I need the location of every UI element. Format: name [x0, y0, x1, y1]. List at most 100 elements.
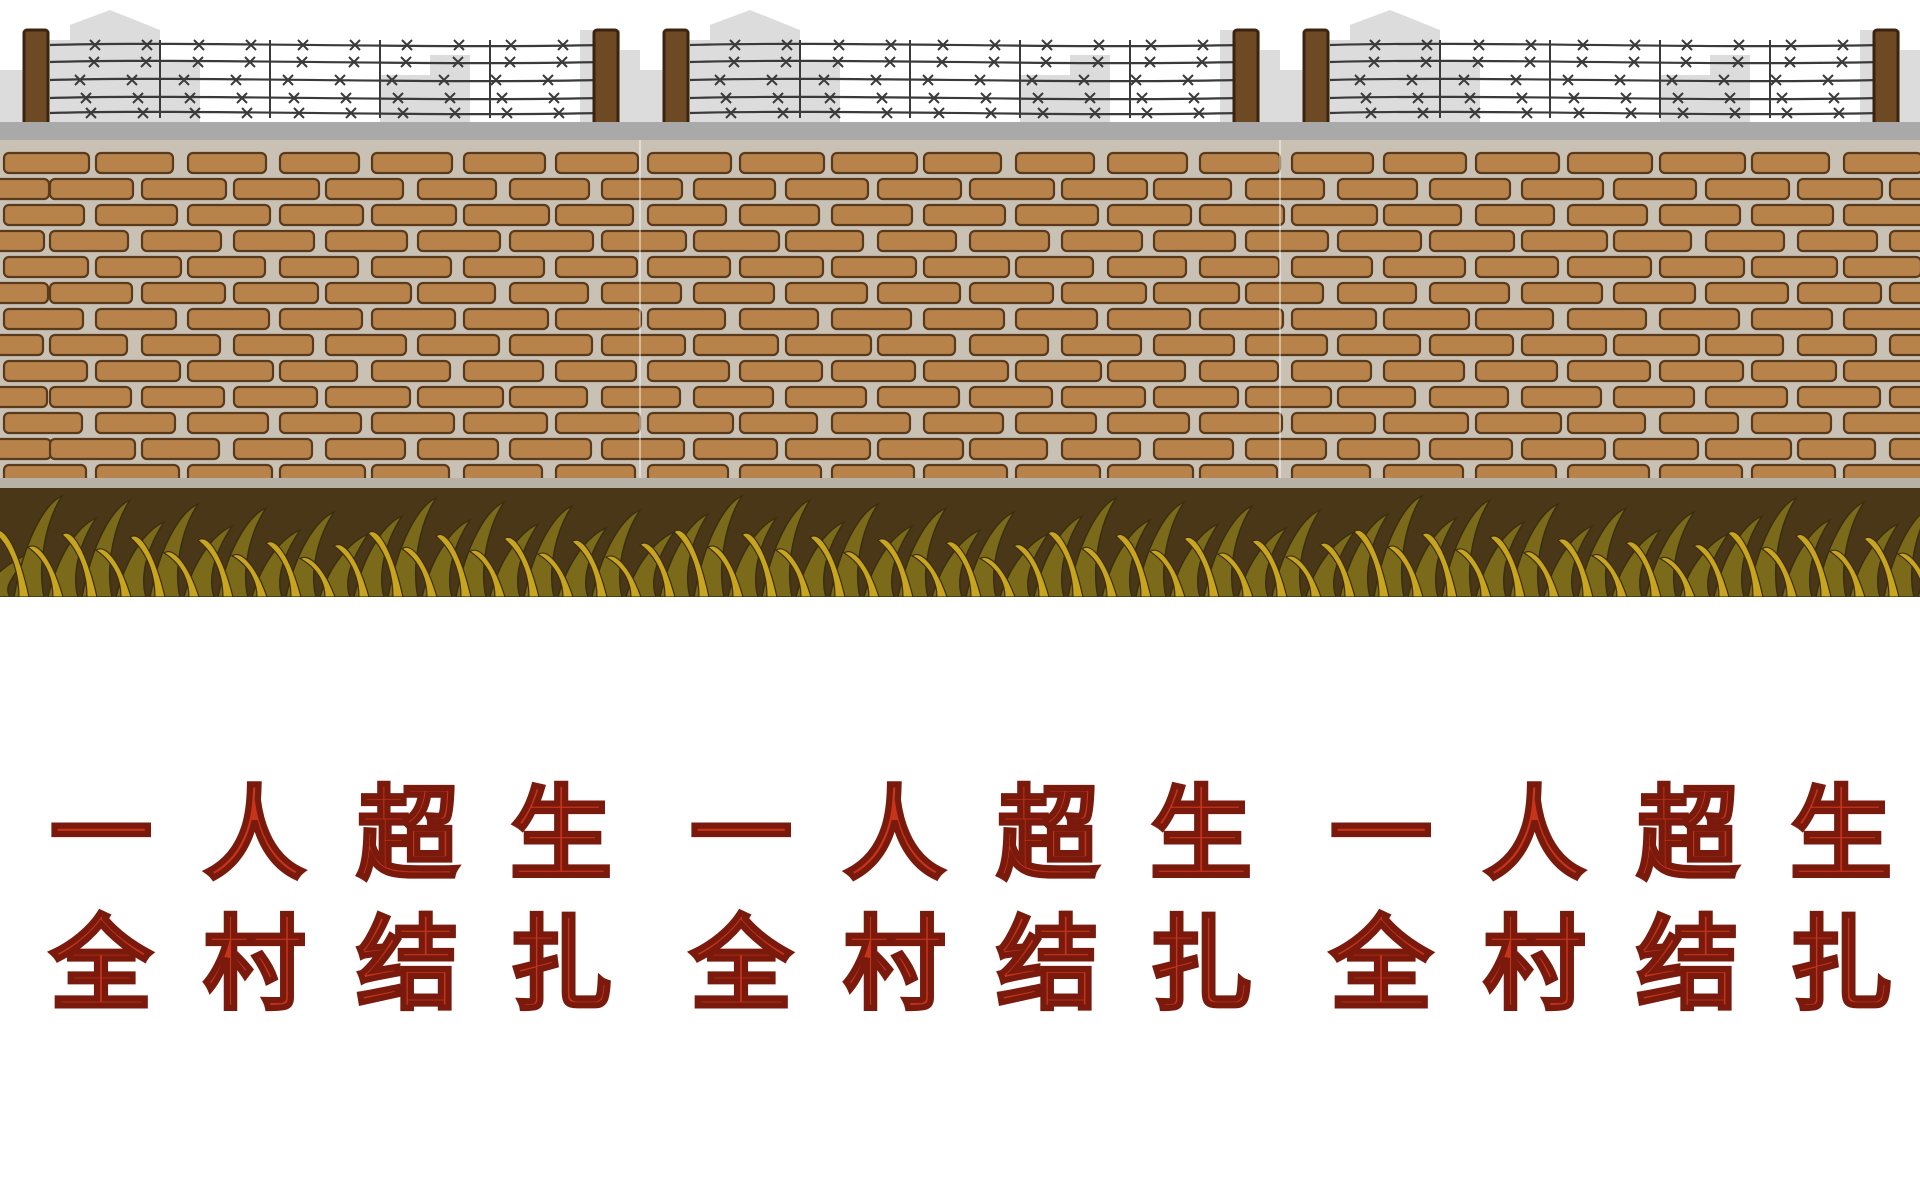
barb-icon — [884, 56, 896, 68]
brick — [554, 307, 643, 331]
barb-icon — [85, 107, 97, 119]
barb-icon — [1130, 74, 1142, 86]
brick — [738, 307, 820, 331]
brick — [416, 177, 498, 201]
brick — [1290, 411, 1377, 435]
brick — [876, 229, 958, 253]
brick — [2, 255, 90, 279]
brick — [0, 437, 53, 461]
grass-blade — [761, 498, 812, 597]
grass-blade — [1522, 551, 1560, 597]
brick — [1244, 229, 1330, 253]
brick — [1842, 203, 1920, 227]
barb-icon — [1040, 56, 1052, 68]
brick — [416, 333, 501, 357]
brick — [140, 229, 223, 253]
brick — [1382, 151, 1468, 175]
brick — [738, 411, 819, 435]
grass-blade — [1284, 555, 1322, 597]
brick — [1106, 255, 1188, 279]
brick-wall-scene — [0, 10, 1920, 597]
brick — [1060, 437, 1142, 461]
brick — [1474, 411, 1563, 435]
brick — [232, 229, 316, 253]
grass-blade — [1353, 529, 1390, 597]
brick — [1474, 151, 1561, 175]
grass-blade — [1557, 538, 1594, 597]
barbed-wire-icon — [689, 59, 1241, 65]
barb-icon — [1629, 39, 1641, 51]
barb-icon — [444, 92, 456, 104]
brick — [1290, 307, 1378, 331]
brick — [1198, 411, 1284, 435]
barb-icon — [1724, 92, 1736, 104]
barbed-wire-icon — [689, 42, 1241, 48]
brick — [1566, 151, 1654, 175]
grass-blade — [945, 541, 982, 597]
fence-post-icon — [592, 28, 620, 137]
grass-blade — [1795, 533, 1832, 597]
grass-blade — [1828, 549, 1866, 597]
brick — [600, 385, 682, 409]
grass-blade — [1339, 512, 1390, 597]
brick — [462, 255, 546, 279]
barb-icon — [245, 39, 257, 51]
barb-icon — [1458, 74, 1470, 86]
grass-blade — [591, 508, 642, 597]
barb-icon — [980, 92, 992, 104]
brick — [1658, 359, 1745, 383]
brick — [1612, 229, 1693, 253]
brick — [1290, 359, 1373, 383]
brick — [1014, 203, 1100, 227]
barb-icon — [777, 107, 789, 119]
brick — [140, 385, 226, 409]
barb-icon — [1197, 39, 1209, 51]
brick — [1842, 411, 1920, 435]
barb-icon — [178, 74, 190, 86]
brick — [1428, 281, 1511, 305]
grass-blade — [230, 553, 268, 597]
grass-blade — [809, 535, 846, 597]
grass-blade — [1713, 514, 1764, 597]
barb-icon — [824, 92, 836, 104]
slogan-char: 生 — [508, 776, 613, 895]
brick — [1566, 411, 1647, 435]
brick — [140, 177, 228, 201]
barb-icon — [1828, 92, 1840, 104]
brick — [1888, 229, 1920, 253]
barb-icon — [505, 39, 517, 51]
slogan-char: 一 — [689, 776, 794, 895]
brick — [1842, 307, 1920, 331]
barb-icon — [1136, 92, 1148, 104]
barb-icon — [1417, 107, 1429, 119]
grass-blade — [1237, 526, 1288, 597]
grass-blade — [455, 500, 506, 597]
slogan-char: 生 — [1788, 776, 1893, 895]
barbed-wire-icon — [1329, 59, 1881, 65]
slogan-line-2: 全 村 结 扎 — [676, 906, 1266, 1025]
brick — [508, 333, 594, 357]
grass-blade — [910, 553, 948, 597]
brick — [1106, 151, 1189, 175]
barb-icon — [1729, 107, 1741, 119]
brick — [1888, 177, 1920, 201]
grass-blade — [1318, 542, 1356, 597]
brick — [1014, 411, 1098, 435]
brick — [1658, 307, 1741, 331]
barb-icon — [126, 74, 138, 86]
brick — [0, 333, 45, 357]
brick — [1428, 333, 1515, 357]
brick — [232, 437, 314, 461]
barb-icon — [780, 56, 792, 68]
brick — [830, 307, 913, 331]
brick — [1750, 151, 1831, 175]
brick — [0, 385, 49, 409]
barb-icon — [1732, 56, 1744, 68]
brick — [48, 281, 134, 305]
brick — [1428, 229, 1516, 253]
slogan-char: 村 — [842, 906, 947, 1025]
grass-blade — [251, 528, 302, 597]
grass-blade — [129, 535, 166, 597]
barb-icon — [504, 56, 516, 68]
brick — [784, 229, 865, 253]
